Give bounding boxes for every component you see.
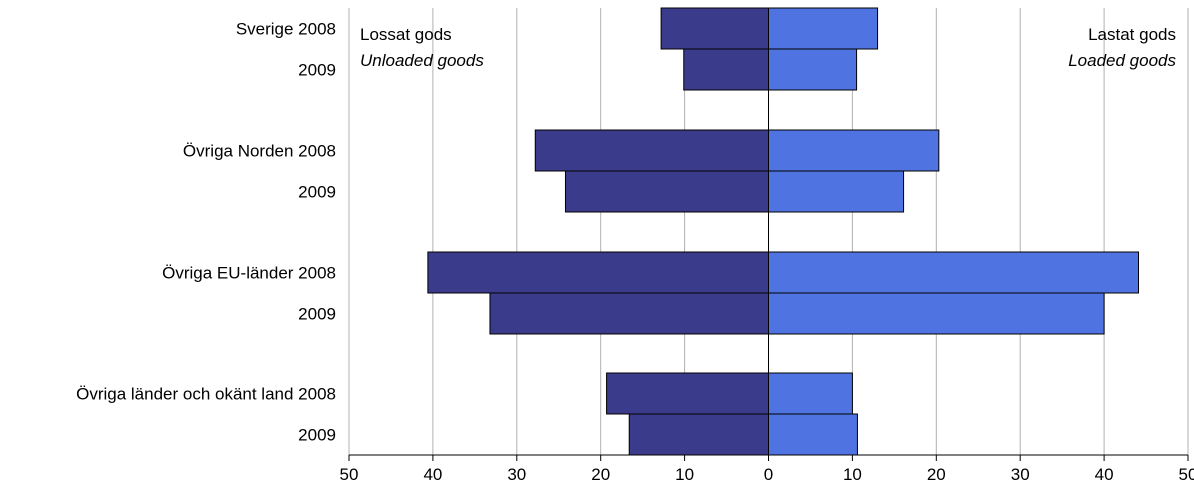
bar-lastat (768, 7, 879, 50)
legend-right-line2: Loaded goods (1068, 51, 1176, 70)
category-label: Övriga EU-länder 2008 (162, 264, 336, 283)
bar-lossat (606, 372, 769, 415)
bar-lossat (534, 129, 769, 172)
legend-left-line2: Unloaded goods (360, 51, 484, 70)
x-tick-label: 10 (843, 465, 862, 484)
legend-left-line1: Lossat gods (360, 25, 452, 44)
legend: Lossat gods Unloaded goods Lastat gods L… (360, 25, 1176, 70)
x-tick-label: 50 (340, 465, 359, 484)
legend-right-line1: Lastat gods (1088, 25, 1176, 44)
category-label: 2009 (298, 183, 336, 202)
x-tick-label: 30 (507, 465, 526, 484)
x-tick-label: 0 (764, 465, 773, 484)
bar-lastat (768, 292, 1105, 335)
x-tick-label: 30 (1011, 465, 1030, 484)
category-label: Övriga Norden 2008 (183, 142, 336, 161)
bar-lossat (628, 413, 770, 456)
tick-labels: 50 40 30 20 10 0 10 20 30 40 50 (340, 465, 1194, 484)
axes (348, 8, 1189, 461)
bar-lastat (768, 170, 905, 213)
bar-lossat (489, 292, 769, 335)
bar-lossat (660, 7, 769, 50)
x-tick-label: 20 (927, 465, 946, 484)
x-tick-label: 40 (1095, 465, 1114, 484)
bar-lastat (768, 129, 940, 172)
category-label: 2009 (298, 305, 336, 324)
bar-lastat (768, 413, 858, 456)
bar-lastat (768, 48, 858, 91)
bar-lossat (683, 48, 769, 91)
category-label: Sverige 2008 (236, 20, 336, 39)
x-tick-label: 50 (1179, 465, 1194, 484)
x-tick-label: 40 (423, 465, 442, 484)
bars (427, 7, 1139, 456)
category-label: 2009 (298, 426, 336, 445)
category-label: 2009 (298, 61, 336, 80)
bar-lastat (768, 372, 853, 415)
bar-lossat (564, 170, 769, 213)
category-label: Övriga länder och okänt land 2008 (76, 385, 336, 404)
x-tick-label: 10 (675, 465, 694, 484)
x-tick-label: 20 (591, 465, 610, 484)
bar-lastat (768, 251, 1139, 294)
bar-lossat (427, 251, 769, 294)
category-labels: Sverige 2008 2009 Övriga Norden 2008 2009 Öv… (76, 20, 336, 445)
